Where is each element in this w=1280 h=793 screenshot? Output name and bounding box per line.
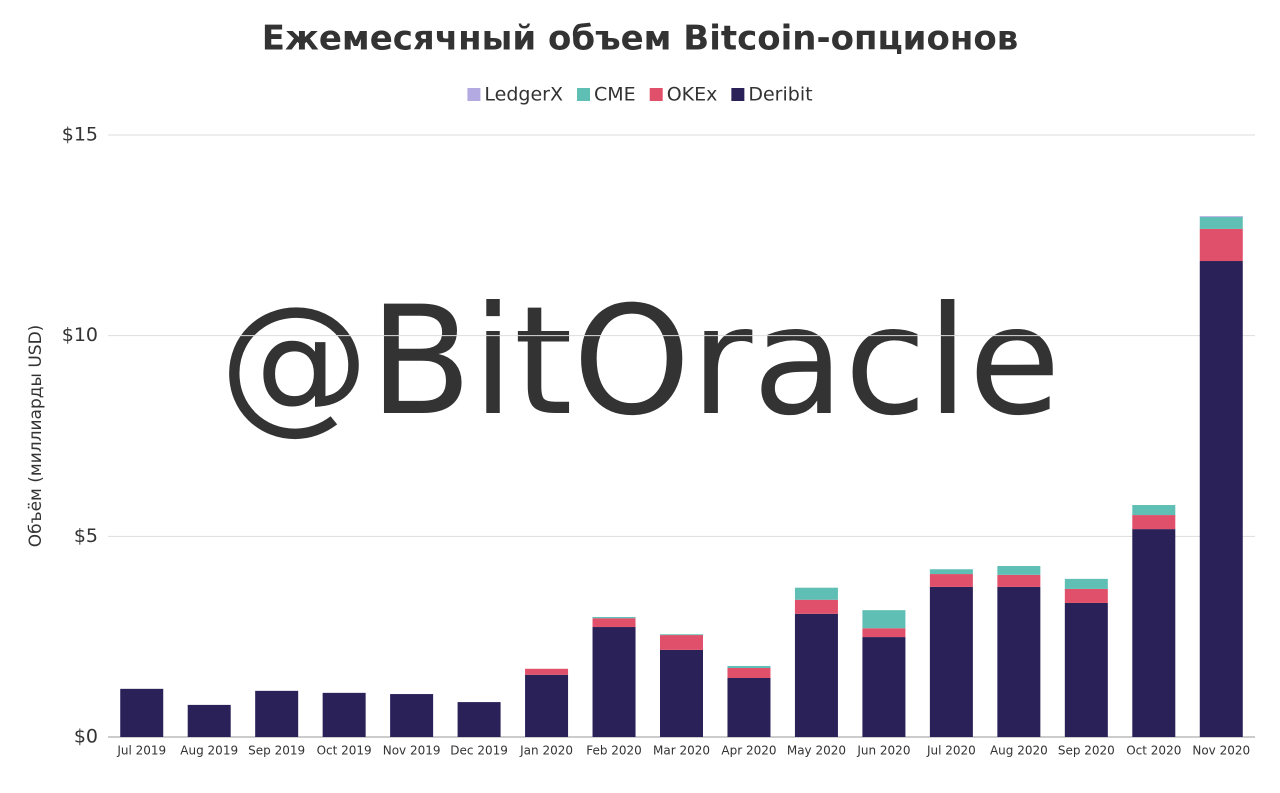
x-tick-label: Jul 2020 [926,744,976,758]
bar-segment [929,586,973,737]
bar-segment [727,667,771,679]
bar-segment [255,690,299,737]
legend-swatch [649,88,663,101]
x-tick-label: Nov 2020 [1192,744,1250,758]
x-tick-label: Aug 2019 [180,744,238,758]
bar-segment [120,688,164,737]
x-tick-label: Jan 2020 [519,744,573,758]
bar-segment [727,665,771,668]
bar-segment [525,674,569,737]
bar-segment [1064,588,1108,603]
bar-segment [592,617,636,619]
bar-segment [457,702,501,737]
bar-segment [592,627,636,737]
x-tick-label: Apr 2020 [721,744,776,758]
bar-segment [525,668,569,675]
bar-segment [794,599,838,614]
legend-label: LedgerX [484,84,563,106]
x-tick-label: May 2020 [787,744,846,758]
bar-segment [1199,261,1243,737]
x-tick-label: Nov 2019 [383,744,441,758]
legend-label: OKEx [667,84,718,106]
x-tick-label: Oct 2019 [317,744,372,758]
legend-label: CME [594,84,636,106]
legend-swatch [467,88,481,101]
watermark: @BitOracle [219,275,1060,449]
bar-segment [1132,515,1176,530]
x-tick-label: Jun 2020 [856,744,910,758]
bar-segment [1064,602,1108,737]
legend-label: Deribit [748,84,812,106]
y-tick-label: $0 [74,726,98,748]
bar-segment [997,566,1041,575]
legend: LedgerX CME OKEx Deribit [467,84,813,106]
bar-segment [660,649,703,737]
bar-segment [862,628,906,638]
bar-segment [1199,216,1243,217]
x-tick-label: Sep 2019 [248,744,305,758]
bar-segment [997,574,1041,587]
y-axis-label: Объём (миллиарды USD) [26,325,46,548]
x-tick-label: Sep 2020 [1058,744,1115,758]
bar-segment [1199,228,1243,262]
bar-segment [1199,216,1243,229]
bar-segment [929,574,973,587]
bar-segment [727,678,771,737]
bar-segment [592,618,636,628]
legend-swatch [577,88,591,101]
bar-segment [929,569,973,575]
legend-swatch [731,88,745,101]
bar-segment [794,587,838,600]
x-tick-label: Jul 2019 [116,744,166,758]
x-tick-label: Dec 2019 [450,744,508,758]
chart-title: Ежемесячный объем Bitcoin-опционов [262,19,1018,59]
y-tick-label: $5 [74,525,98,547]
x-tick-label: Feb 2020 [586,744,642,758]
bar-segment [794,613,838,737]
bar-segment [660,634,703,636]
bar-segment [862,610,906,629]
bar-segment [862,637,906,737]
bar-segment [660,635,703,650]
bar-segment [187,704,231,737]
x-tick-label: Oct 2020 [1126,744,1181,758]
x-tick-label: Mar 2020 [653,744,710,758]
bar-segment [1132,505,1176,516]
bar-segment [322,692,366,737]
bar-segment [1064,578,1108,589]
x-tick-label: Aug 2020 [990,744,1048,758]
y-tick-label: $10 [62,324,98,346]
bar-segment [1132,529,1176,737]
bar-segment [997,586,1041,737]
bar-segment [390,694,434,737]
y-tick-label: $15 [62,124,98,146]
